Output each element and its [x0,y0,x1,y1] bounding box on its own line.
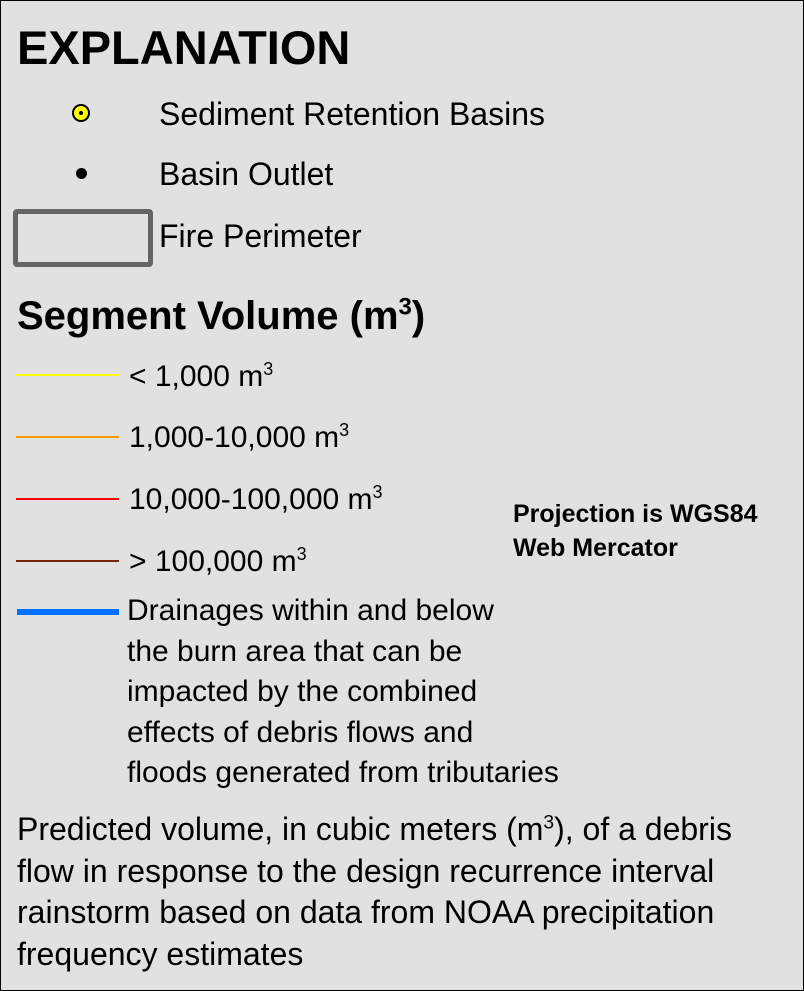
volume-unit-lt-1000: m [229,360,264,393]
legend-title: EXPLANATION [17,21,351,74]
volume-label-gt-100000: > 100,000 m3 [129,544,307,580]
volume-unit-sup-10000-100000: 3 [372,482,383,502]
volume-unit-sup-1000-10000: 3 [339,420,350,440]
drainage-line-5: floods generated from tributaries [127,756,559,789]
segment-volume-title: Segment Volume (m3) [17,293,425,339]
drainage-line-4: effects of debris flows and [127,715,474,749]
projection-line-2: Web Mercator [513,534,678,562]
caption-sup: 3 [543,812,555,834]
sediment-basin-label: Sediment Retention Basins [159,96,545,132]
segment-volume-title-end: ) [411,294,426,338]
segment-volume-title-sup: 3 [398,293,412,321]
drainage-line-symbol [17,609,119,615]
basin-outlet-label: Basin Outlet [159,156,334,192]
basin-outlet-symbol-icon [76,168,87,179]
drainage-description: Drainages within and below the burn area… [127,591,647,794]
caption-part-2: ), of a debris flow in response to the d… [17,811,732,972]
volume-unit-sup-gt-100000: 3 [296,544,307,564]
volume-line-1000-10000 [16,436,119,438]
volume-range-lt-1000: < 1,000 [129,360,230,393]
projection-note: Projection is WGS84 Web Mercator [513,497,758,565]
volume-range-gt-100000: > 100,000 [129,545,264,578]
volume-unit-sup-lt-1000: 3 [263,359,274,379]
volume-line-lt-1000 [16,374,119,376]
fire-perimeter-label: Fire Perimeter [159,218,362,254]
volume-label-1000-10000: 1,000-10,000 m3 [129,420,349,456]
drainage-line-3: impacted by the combined [127,675,478,708]
volume-label-lt-1000: < 1,000 m3 [129,359,273,395]
volume-unit-1000-10000: m [305,421,340,454]
projection-line-1: Projection is WGS84 [513,500,758,528]
volume-line-gt-100000 [16,560,119,562]
volume-unit-10000-100000: m [339,483,373,516]
fire-perimeter-symbol-icon [13,209,153,267]
drainage-line-1: Drainages within and below [127,594,494,627]
sediment-basin-symbol-icon [72,104,90,122]
caption-part-1: Predicted volume, in cubic meters (m [17,811,544,847]
volume-label-10000-100000: 10,000-100,000 m3 [129,482,383,518]
volume-line-10000-100000 [16,498,119,500]
volume-unit-gt-100000: m [263,545,297,578]
drainage-line-2: the burn area that can be [127,634,463,668]
volume-caption: Predicted volume, in cubic meters (m3), … [17,809,797,975]
segment-volume-title-text: Segment Volume (m [17,294,399,338]
volume-range-10000-100000: 10,000-100,000 [129,483,340,516]
volume-range-1000-10000: 1,000-10,000 [129,421,306,454]
